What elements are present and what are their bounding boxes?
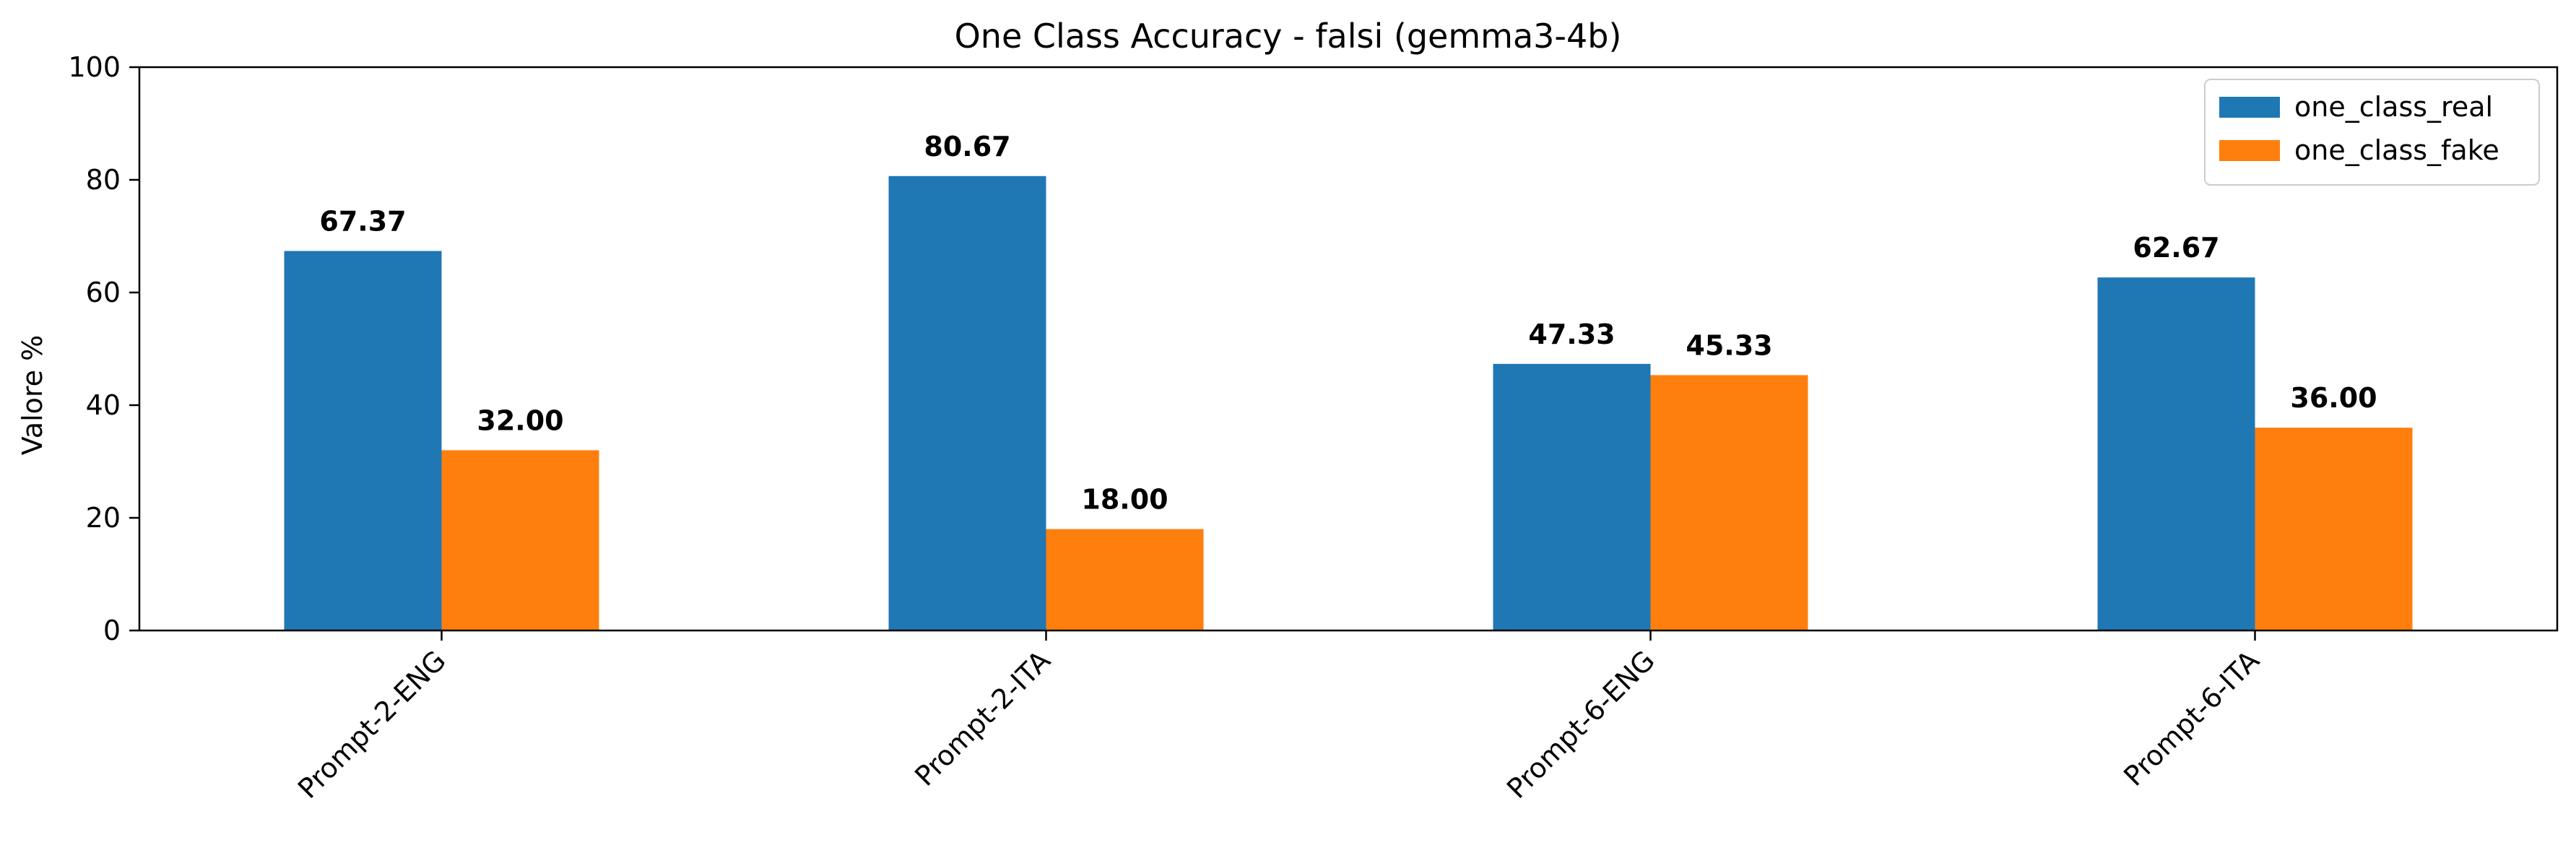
- bar-one_class_real-Prompt-6-ENG: [1493, 363, 1651, 630]
- y-tick-label: 100: [68, 51, 121, 83]
- legend-label: one_class_fake: [2294, 134, 2499, 166]
- legend: one_class_real one_class_fake: [2204, 79, 2540, 186]
- y-tick-label: 60: [86, 277, 121, 308]
- axes-frame: [138, 66, 2559, 632]
- x-tick-label: Prompt-2-ENG: [292, 644, 452, 805]
- legend-swatch-one_class_fake: [2219, 140, 2280, 161]
- y-tick-label: 80: [86, 164, 121, 196]
- y-tick-label: 40: [86, 389, 121, 421]
- y-axis-label: Valore %: [17, 335, 48, 456]
- data-label: 36.00: [2290, 382, 2377, 414]
- bar-one_class_fake-Prompt-6-ITA: [2255, 428, 2413, 630]
- data-label: 62.67: [2133, 232, 2219, 264]
- bar-one_class_real-Prompt-2-ITA: [888, 176, 1046, 631]
- data-label: 45.33: [1686, 329, 1772, 361]
- x-tick-label: Prompt-6-ENG: [1501, 644, 1661, 805]
- y-tick-label: 20: [86, 502, 121, 534]
- data-label: 67.37: [319, 206, 406, 238]
- data-label: 80.67: [924, 131, 1010, 162]
- bar-one_class_fake-Prompt-2-ITA: [1046, 529, 1204, 630]
- plot-area: 67.37 32.00 Prompt-2-ENG 80.67 18.00 Prompt-2…: [68, 51, 2559, 805]
- y-tick-label: 0: [103, 615, 121, 646]
- legend-label: one_class_real: [2294, 91, 2493, 123]
- x-tick-label: Prompt-2-ITA: [908, 644, 1057, 792]
- bar-one_class_real-Prompt-6-ITA: [2097, 277, 2255, 630]
- legend-swatch-one_class_real: [2219, 97, 2280, 118]
- data-label: 47.33: [1528, 318, 1615, 350]
- x-tick-label: Prompt-6-ITA: [2117, 644, 2265, 792]
- legend-box: [2204, 79, 2540, 186]
- chart-title: One Class Accuracy - falsi (gemma3-4b): [955, 17, 1622, 56]
- data-label: 18.00: [1081, 484, 1168, 516]
- bar-one_class_fake-Prompt-2-ENG: [441, 450, 599, 630]
- bar-one_class_fake-Prompt-6-ENG: [1650, 375, 1808, 630]
- data-label: 32.00: [477, 404, 563, 436]
- bar-one_class_real-Prompt-2-ENG: [284, 251, 442, 630]
